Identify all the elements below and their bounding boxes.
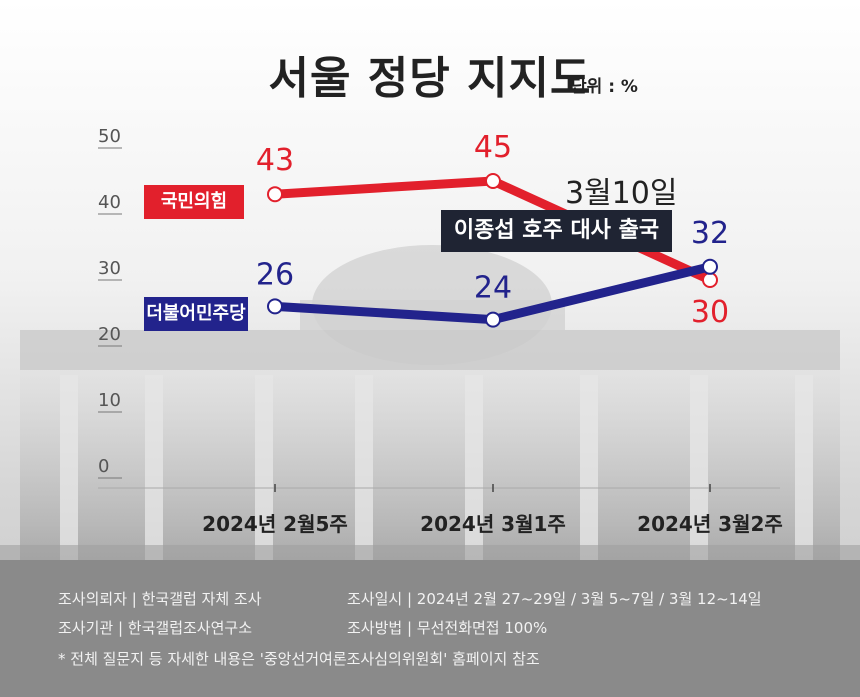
survey-agency: 조사기관 | 한국갤럽조사연구소 <box>58 619 252 637</box>
y-tick-label: 40 <box>98 192 121 213</box>
survey-requester: 조사의뢰자 | 한국갤럽 자체 조사 <box>58 590 262 608</box>
data-label: 26 <box>256 257 294 292</box>
data-label: 32 <box>691 216 729 251</box>
chart-title: 서울 정당 지지도 <box>268 53 592 104</box>
data-point <box>267 186 283 203</box>
y-tick-label: 20 <box>98 324 121 345</box>
data-point <box>485 173 501 189</box>
y-tick-label: 10 <box>98 390 121 411</box>
event-date: 3월10일 <box>565 176 678 211</box>
data-label: 43 <box>256 143 294 178</box>
unit-label: 단위 : % <box>571 77 638 97</box>
survey-info-footer: 조사의뢰자 | 한국갤럽 자체 조사 조사일시 | 2024년 2월 27~29… <box>0 560 860 697</box>
data-label: 30 <box>691 295 729 330</box>
legend-tag-dp: 더불어민주당 <box>144 297 248 331</box>
event-label: 이종섭 호주 대사 출국 <box>441 210 672 252</box>
x-tick-label: 2024년 2월5주 <box>202 512 348 536</box>
data-point <box>702 272 718 288</box>
y-tick-label: 30 <box>98 258 121 279</box>
data-point <box>485 311 501 328</box>
data-point <box>702 258 718 275</box>
survey-note: * 전체 질문지 등 자세한 내용은 '중앙선거여론조사심의위원회' 홈페이지 … <box>58 650 540 668</box>
data-label: 24 <box>474 271 512 306</box>
line-chart: 0 10 20 30 40 50 2024년 2월5주 2024년 3월1주 2024년 3월2… <box>98 126 783 536</box>
survey-method: 조사방법 | 무선전화면접 100% <box>347 619 548 637</box>
data-point <box>267 298 283 315</box>
y-tick-label: 0 <box>98 456 109 477</box>
x-tick-label: 2024년 3월1주 <box>420 512 566 536</box>
x-tick-label: 2024년 3월2주 <box>637 512 783 536</box>
legend-tag-ppp: 국민의힘 <box>144 185 244 219</box>
survey-dates: 조사일시 | 2024년 2월 27~29일 / 3월 5~7일 / 3월 12… <box>347 590 762 608</box>
national-assembly-building-illustration <box>0 245 860 560</box>
data-label: 45 <box>474 130 512 165</box>
y-tick-label: 50 <box>98 126 121 147</box>
